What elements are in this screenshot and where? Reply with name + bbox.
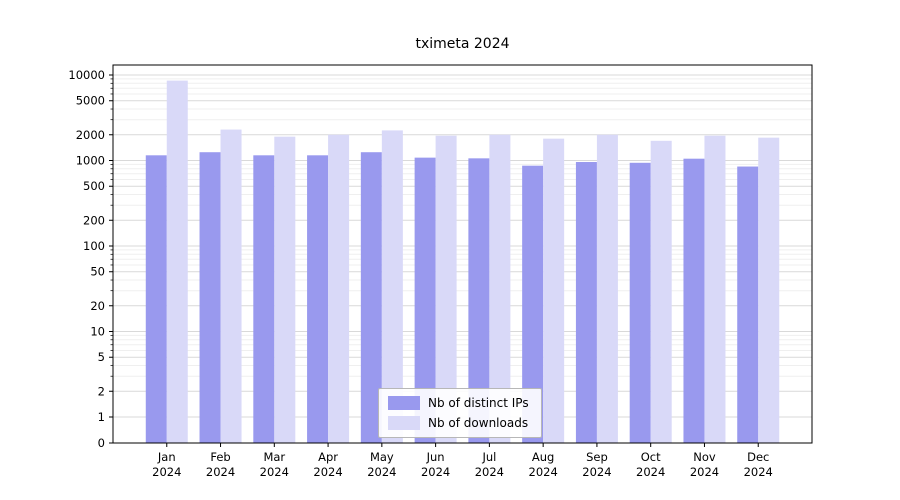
bar-distinct-ips-may xyxy=(360,152,382,444)
x-tick-label-month: Feb xyxy=(210,450,230,464)
x-tick-label-year: 2024 xyxy=(529,465,558,479)
bar-downloads-feb xyxy=(220,129,242,443)
legend-swatch-downloads xyxy=(388,416,420,430)
y-tick-label: 20 xyxy=(90,299,105,313)
bar-distinct-ips-feb xyxy=(199,152,221,444)
x-tick-label-month: May xyxy=(370,450,394,464)
bar-downloads-jan xyxy=(166,80,188,444)
y-tick-label: 200 xyxy=(83,213,105,227)
y-tick-label: 50 xyxy=(90,265,105,279)
bar-downloads-jun xyxy=(435,135,457,444)
x-tick-label-year: 2024 xyxy=(152,465,181,479)
x-tick-label-year: 2024 xyxy=(636,465,665,479)
x-tick-label-year: 2024 xyxy=(206,465,235,479)
x-tick-label-year: 2024 xyxy=(313,465,342,479)
bar-distinct-ips-sep xyxy=(575,162,597,443)
x-tick-label-month: Oct xyxy=(641,450,661,464)
x-tick-label-month: Jan xyxy=(157,450,176,464)
bar-distinct-ips-aug xyxy=(522,165,544,444)
x-tick-label-month: Mar xyxy=(263,450,285,464)
legend-item-downloads: Nb of downloads xyxy=(388,416,529,430)
x-tick-label-month: Jun xyxy=(426,450,445,464)
bar-distinct-ips-mar xyxy=(253,155,275,443)
bar-downloads-sep xyxy=(596,134,618,443)
x-tick-label-year: 2024 xyxy=(690,465,719,479)
y-tick-label: 2000 xyxy=(76,128,105,142)
y-tick-label: 100 xyxy=(83,239,105,253)
y-tick-label: 500 xyxy=(83,179,105,193)
x-tick-label-year: 2024 xyxy=(475,465,504,479)
legend-swatch-distinct-ips xyxy=(388,396,420,410)
bar-downloads-dec xyxy=(758,137,780,444)
y-tick-label: 10 xyxy=(90,325,105,339)
legend: Nb of distinct IPs Nb of downloads xyxy=(378,388,542,438)
y-tick-label: 2 xyxy=(98,384,105,398)
x-tick-label-year: 2024 xyxy=(260,465,289,479)
bar-downloads-apr xyxy=(328,134,350,443)
legend-item-distinct-ips: Nb of distinct IPs xyxy=(388,396,529,410)
y-tick-label: 10000 xyxy=(68,68,105,82)
x-tick-label-month: Aug xyxy=(532,450,554,464)
bar-distinct-ips-dec xyxy=(737,166,759,444)
legend-label-distinct-ips: Nb of distinct IPs xyxy=(428,396,529,410)
bar-downloads-oct xyxy=(650,140,672,443)
bar-distinct-ips-jun xyxy=(414,157,436,443)
bar-distinct-ips-nov xyxy=(683,158,705,444)
legend-label-downloads: Nb of downloads xyxy=(428,416,529,430)
y-tick-label: 1000 xyxy=(76,154,105,168)
bar-downloads-aug xyxy=(543,138,565,443)
x-tick-label-year: 2024 xyxy=(582,465,611,479)
bar-downloads-nov xyxy=(704,135,726,444)
x-tick-label-month: Jul xyxy=(481,450,496,464)
x-tick-label-year: 2024 xyxy=(367,465,396,479)
bar-downloads-may xyxy=(381,130,403,443)
bar-distinct-ips-jul xyxy=(468,158,490,443)
bar-distinct-ips-jan xyxy=(145,155,167,443)
chart-title: tximeta 2024 xyxy=(415,36,510,52)
y-tick-label: 5000 xyxy=(76,94,105,108)
bar-downloads-jul xyxy=(489,134,511,443)
bar-distinct-ips-oct xyxy=(629,162,651,444)
y-tick-label: 0 xyxy=(98,436,105,450)
y-tick-label: 5 xyxy=(98,350,105,364)
x-tick-label-month: Nov xyxy=(693,450,716,464)
bar-downloads-mar xyxy=(274,136,296,443)
x-tick-label-month: Apr xyxy=(318,450,338,464)
x-tick-label-year: 2024 xyxy=(421,465,450,479)
bar-distinct-ips-apr xyxy=(307,155,329,443)
y-tick-label: 1 xyxy=(98,410,105,424)
x-tick-label-month: Dec xyxy=(747,450,769,464)
x-tick-label-month: Sep xyxy=(586,450,608,464)
x-tick-label-year: 2024 xyxy=(744,465,773,479)
